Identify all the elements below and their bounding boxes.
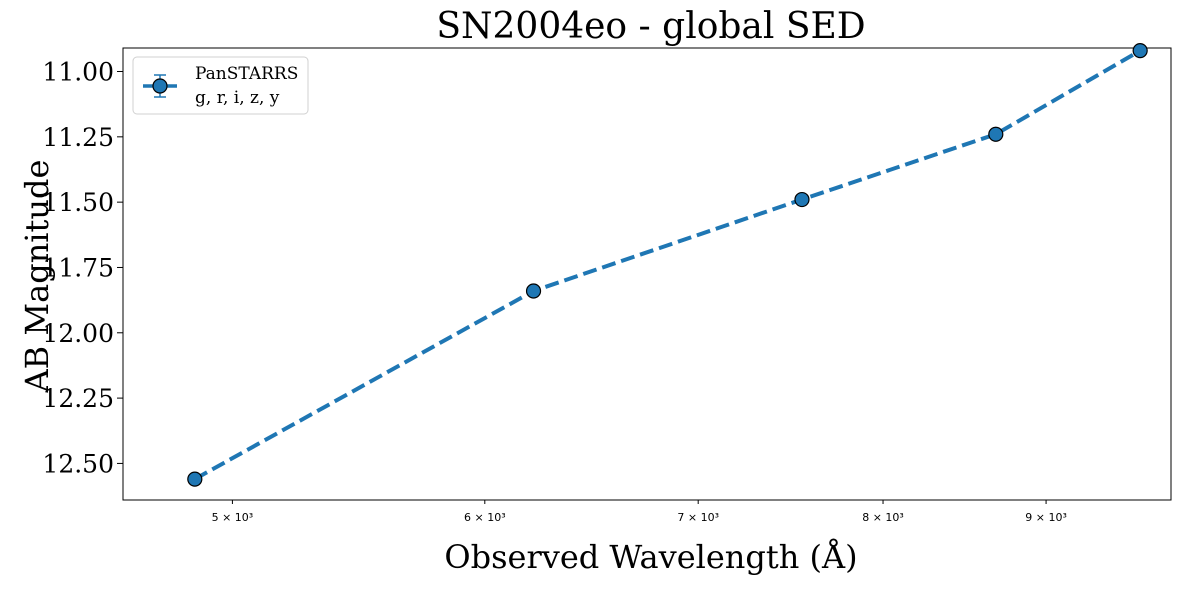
legend-label-line-1: PanSTARRS [195, 64, 298, 84]
x-tick-label: 5 × 10³ [212, 511, 254, 524]
x-axis-label: Observed Wavelength (Å) [444, 538, 857, 576]
y-tick-label: 11.00 [42, 58, 114, 87]
y-tick-label: 12.00 [42, 319, 114, 348]
data-point-marker [794, 191, 810, 208]
x-tick-label: 9 × 10³ [1025, 511, 1067, 524]
y-tick-label: 12.25 [42, 384, 114, 413]
y-tick-label: 11.75 [42, 253, 114, 282]
data-point-marker [988, 126, 1004, 142]
y-tick-label: 11.25 [42, 123, 114, 152]
legend: PanSTARRS g, r, i, z, y [132, 56, 309, 115]
legend-marker-sample [152, 78, 168, 94]
series-line [193, 48, 1142, 481]
y-tick-label: 11.50 [42, 188, 114, 217]
x-tick-label: 8 × 10³ [862, 511, 904, 524]
x-tick-label: 7 × 10³ [677, 511, 719, 524]
x-tick-label: 6 × 10³ [464, 511, 506, 524]
y-axis-label: AB Magnitude [18, 160, 56, 394]
chart-title: SN2004eo - global SED [436, 6, 865, 47]
legend-label-line-2: g, r, i, z, y [195, 88, 280, 108]
y-tick-label: 12.50 [42, 449, 114, 478]
legend-box [132, 56, 309, 115]
data-point-marker [187, 471, 203, 487]
data-point-marker [1132, 43, 1148, 59]
plot-frame [122, 47, 1172, 501]
data-point-marker [525, 283, 542, 299]
